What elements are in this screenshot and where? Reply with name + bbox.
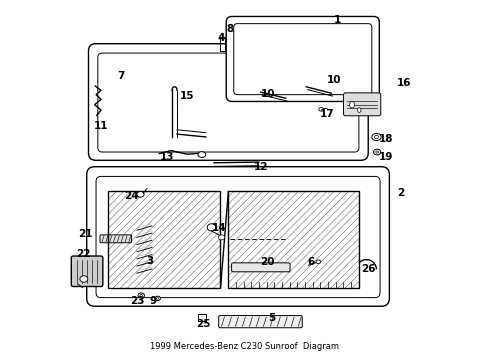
Text: 16: 16 [396,78,410,88]
FancyBboxPatch shape [96,176,379,298]
Ellipse shape [155,296,160,301]
Text: 24: 24 [124,191,139,201]
Text: 19: 19 [378,152,392,162]
Ellipse shape [371,134,380,140]
FancyBboxPatch shape [233,24,371,95]
Text: 20: 20 [260,257,274,267]
Bar [228,192,359,288]
Ellipse shape [137,192,144,197]
Text: 10: 10 [326,75,341,85]
Text: 17: 17 [319,109,334,119]
Ellipse shape [375,151,378,153]
Text: 2: 2 [396,188,403,198]
FancyBboxPatch shape [226,17,379,102]
Text: 23: 23 [129,296,144,306]
FancyBboxPatch shape [71,256,102,287]
Text: 9: 9 [149,296,156,306]
Text: 1999 Mercedes-Benz C230 Sunroof  Diagram: 1999 Mercedes-Benz C230 Sunroof Diagram [150,342,338,351]
Text: 3: 3 [145,256,153,266]
Ellipse shape [357,108,360,112]
Ellipse shape [318,108,323,111]
Ellipse shape [138,293,144,298]
Text: 13: 13 [160,152,174,162]
Ellipse shape [140,294,142,297]
FancyBboxPatch shape [100,235,131,243]
Text: 4: 4 [217,33,224,43]
FancyBboxPatch shape [98,53,358,152]
Text: 26: 26 [360,264,375,274]
Text: 21: 21 [78,229,92,239]
FancyBboxPatch shape [343,93,380,116]
Ellipse shape [373,149,380,155]
Bar [107,192,220,288]
Text: 6: 6 [306,257,314,267]
Ellipse shape [198,152,205,157]
Text: 1: 1 [333,15,341,26]
Ellipse shape [80,276,88,282]
Text: 14: 14 [212,224,226,233]
Text: 8: 8 [226,24,233,35]
Ellipse shape [156,297,159,299]
Text: 7: 7 [117,71,124,81]
Ellipse shape [349,102,354,108]
Text: 22: 22 [76,248,90,258]
Text: 12: 12 [253,162,267,172]
Text: 15: 15 [180,91,194,101]
Text: 25: 25 [196,319,210,329]
Ellipse shape [218,235,224,240]
Text: 18: 18 [378,134,393,144]
Ellipse shape [207,224,215,231]
FancyBboxPatch shape [218,316,302,328]
Text: 10: 10 [260,89,274,99]
Text: 11: 11 [94,121,108,131]
Text: 5: 5 [267,313,274,323]
FancyBboxPatch shape [231,263,289,272]
Ellipse shape [373,135,378,139]
Ellipse shape [315,260,320,264]
